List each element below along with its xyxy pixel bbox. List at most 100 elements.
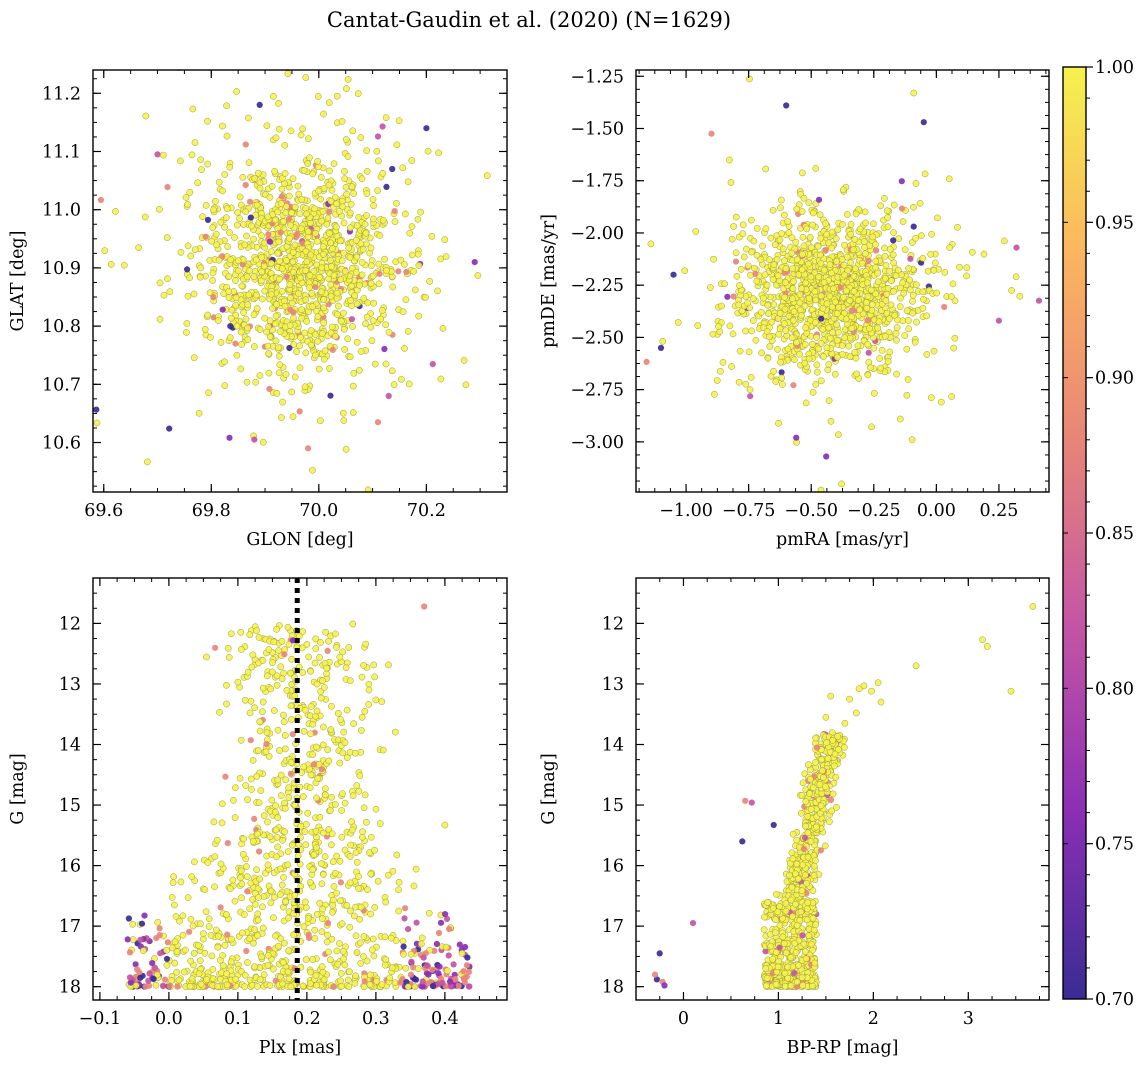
scatter-point <box>849 246 857 254</box>
scatter-point <box>312 229 319 237</box>
scatter-point <box>374 133 382 140</box>
scatter-point <box>452 976 459 983</box>
scatter-point <box>434 287 441 295</box>
scatter-point <box>733 272 741 280</box>
scatter-point <box>269 668 276 676</box>
scatter-point <box>386 974 394 982</box>
scatter-point <box>921 170 929 178</box>
scatter-point <box>340 309 347 317</box>
scatter-point <box>730 223 737 230</box>
scatter-point <box>174 983 181 990</box>
scatter-point <box>782 327 789 334</box>
scatter-point <box>748 327 755 335</box>
scatter-point <box>767 234 775 242</box>
scatter-point <box>223 681 230 689</box>
scatter-point <box>328 323 336 331</box>
scatter-point <box>214 932 222 940</box>
scatter-point <box>232 784 239 792</box>
scatter-point <box>188 151 196 159</box>
scatter-point <box>886 348 894 356</box>
scatter-point <box>287 702 295 710</box>
scatter-point <box>169 944 176 952</box>
scatter-point <box>797 809 805 817</box>
scatter-point <box>279 959 287 966</box>
scatter-point <box>331 869 339 877</box>
scatter-point <box>822 783 829 790</box>
scatter-point <box>353 300 361 308</box>
scatter-point <box>746 75 753 83</box>
scatter-point <box>203 653 210 661</box>
scatter-point <box>356 366 363 374</box>
scatter-point <box>350 720 357 727</box>
scatter-point <box>762 965 770 972</box>
scatter-point <box>211 198 219 205</box>
scatter-point <box>356 281 363 289</box>
scatter-point <box>861 244 868 251</box>
scatter-point <box>310 761 318 768</box>
scatter-point <box>410 267 418 275</box>
scatter-point <box>822 220 829 227</box>
scatter-point <box>408 223 416 230</box>
scatter-point <box>283 203 290 210</box>
scatter-point <box>1007 687 1015 695</box>
scatter-point <box>809 209 817 217</box>
scatter-point <box>775 957 783 965</box>
scatter-point <box>338 920 346 927</box>
scatter-point <box>356 915 364 923</box>
scatter-point <box>303 641 311 648</box>
scatter-point <box>813 368 821 376</box>
scatter-point <box>312 972 320 979</box>
scatter-point <box>302 841 310 849</box>
y-tick-label: −2.25 <box>570 276 624 296</box>
scatter-point <box>332 223 340 231</box>
scatter-point <box>819 326 827 333</box>
scatter-point <box>371 360 379 368</box>
scatter-point <box>912 180 920 187</box>
scatter-point <box>218 800 226 808</box>
scatter-point <box>798 312 805 319</box>
scatter-point <box>342 183 350 191</box>
scatter-point <box>855 685 863 693</box>
scatter-point <box>834 336 841 344</box>
scatter-point <box>328 263 335 270</box>
scatter-point <box>311 205 319 213</box>
scatter-point <box>846 353 854 361</box>
scatter-point <box>187 252 195 260</box>
scatter-point <box>256 727 264 735</box>
scatter-point <box>270 92 277 100</box>
scatter-point <box>249 651 257 659</box>
scatter-point <box>112 27 118 33</box>
scatter-point <box>277 229 284 236</box>
scatter-point <box>903 307 911 314</box>
scatter-point <box>441 821 449 829</box>
scatter-point <box>425 909 433 917</box>
scatter-point <box>291 373 299 381</box>
scatter-point <box>263 328 270 336</box>
scatter-point <box>360 662 367 669</box>
scatter-point <box>328 793 335 801</box>
colorbar-tick-label: 0.70 <box>1095 990 1134 1010</box>
scatter-point <box>297 131 305 139</box>
scatter-point <box>426 278 434 285</box>
scatter-point <box>778 369 785 376</box>
scatter-point <box>338 982 345 990</box>
scatter-point <box>342 664 350 672</box>
scatter-point <box>319 208 327 215</box>
scatter-point <box>370 202 377 210</box>
scatter-point <box>471 259 478 266</box>
scatter-point <box>355 787 363 795</box>
y-tick-label: 17 <box>59 917 81 937</box>
scatter-point <box>312 635 320 643</box>
scatter-point <box>311 331 319 339</box>
scatter-point <box>404 983 412 991</box>
scatter-point <box>788 234 796 242</box>
scatter-point <box>911 338 919 346</box>
scatter-point <box>210 294 217 301</box>
scatter-point <box>804 813 812 820</box>
scatter-point <box>260 893 268 900</box>
scatter-point <box>366 971 374 979</box>
scatter-point <box>247 214 254 221</box>
scatter-point <box>345 244 353 252</box>
scatter-point <box>273 389 281 397</box>
scatter-point <box>250 235 257 243</box>
